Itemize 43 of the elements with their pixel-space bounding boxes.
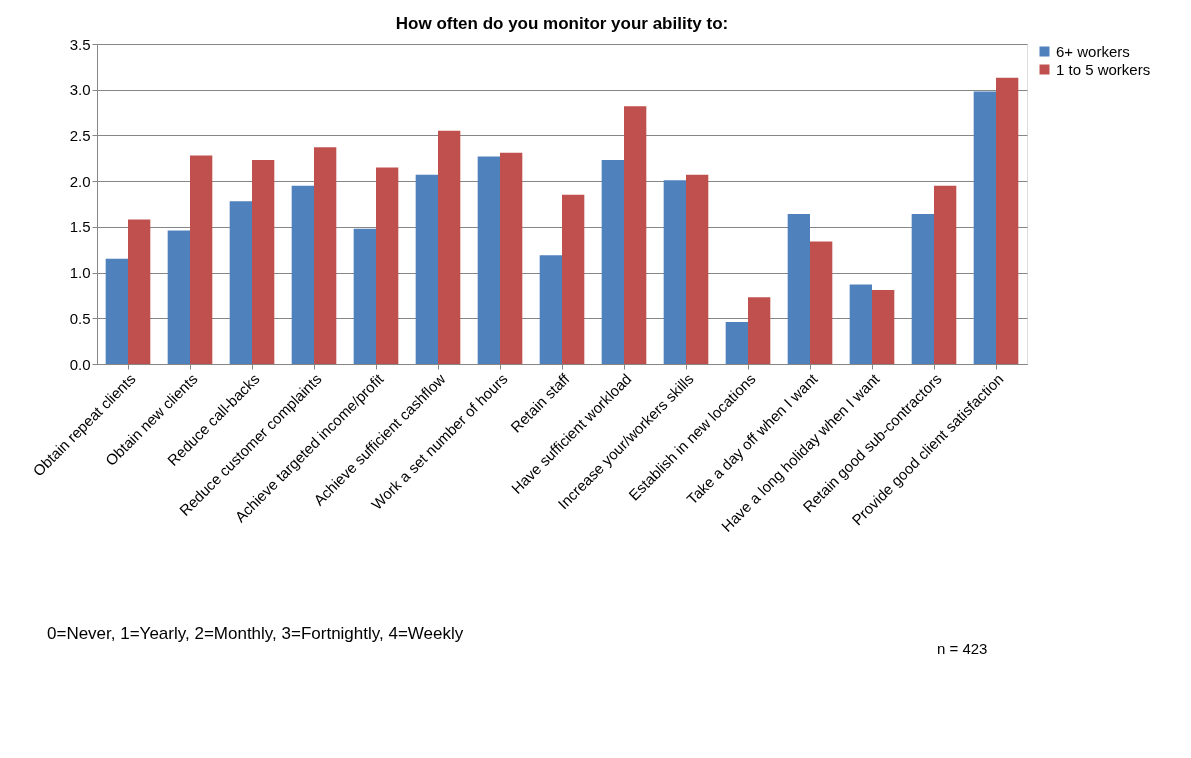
bar [500, 152, 523, 364]
y-tick-label: 1.5 [69, 218, 91, 236]
legend-label: 6+ workers [1056, 42, 1130, 60]
bar [438, 130, 461, 364]
y-tick-label: 2.5 [69, 126, 91, 144]
y-tick-label: 0.5 [69, 309, 91, 327]
bar [663, 180, 686, 364]
bar [911, 214, 934, 364]
bar [624, 106, 647, 364]
y-tick-label: 3.5 [69, 35, 91, 53]
bar [314, 147, 337, 364]
bar [167, 230, 190, 364]
bar [601, 160, 624, 364]
bar [477, 156, 500, 364]
bar [190, 155, 213, 364]
bar [252, 160, 275, 364]
bar [810, 241, 833, 364]
bar [415, 174, 438, 364]
bar [973, 91, 996, 364]
text: 0=Never, 1=Yearly, 2=Monthly, 3=Fortnightly, 4=Weekly [47, 624, 464, 643]
y-tick-label: 2.0 [69, 172, 91, 190]
bar [353, 228, 376, 364]
bar [934, 185, 957, 364]
bar [725, 321, 748, 364]
bar [787, 214, 810, 364]
chart-title: How often do you monitor your ability to: [395, 14, 729, 33]
bar [748, 297, 771, 364]
bar [872, 289, 895, 364]
y-tick-label: 1.0 [69, 264, 91, 282]
bar [291, 185, 314, 364]
bar [686, 174, 709, 364]
bar [229, 201, 252, 364]
bar [128, 219, 151, 364]
bar [105, 258, 128, 364]
legend-label: 1 to 5 workers [1056, 60, 1151, 78]
text: n = 423 [937, 640, 988, 657]
bar [996, 77, 1019, 364]
bar [849, 284, 872, 364]
bar [376, 167, 399, 364]
y-tick-label: 3.0 [69, 81, 91, 99]
bar [539, 255, 562, 364]
bar [562, 194, 585, 364]
y-tick-label: 0.0 [69, 355, 91, 373]
